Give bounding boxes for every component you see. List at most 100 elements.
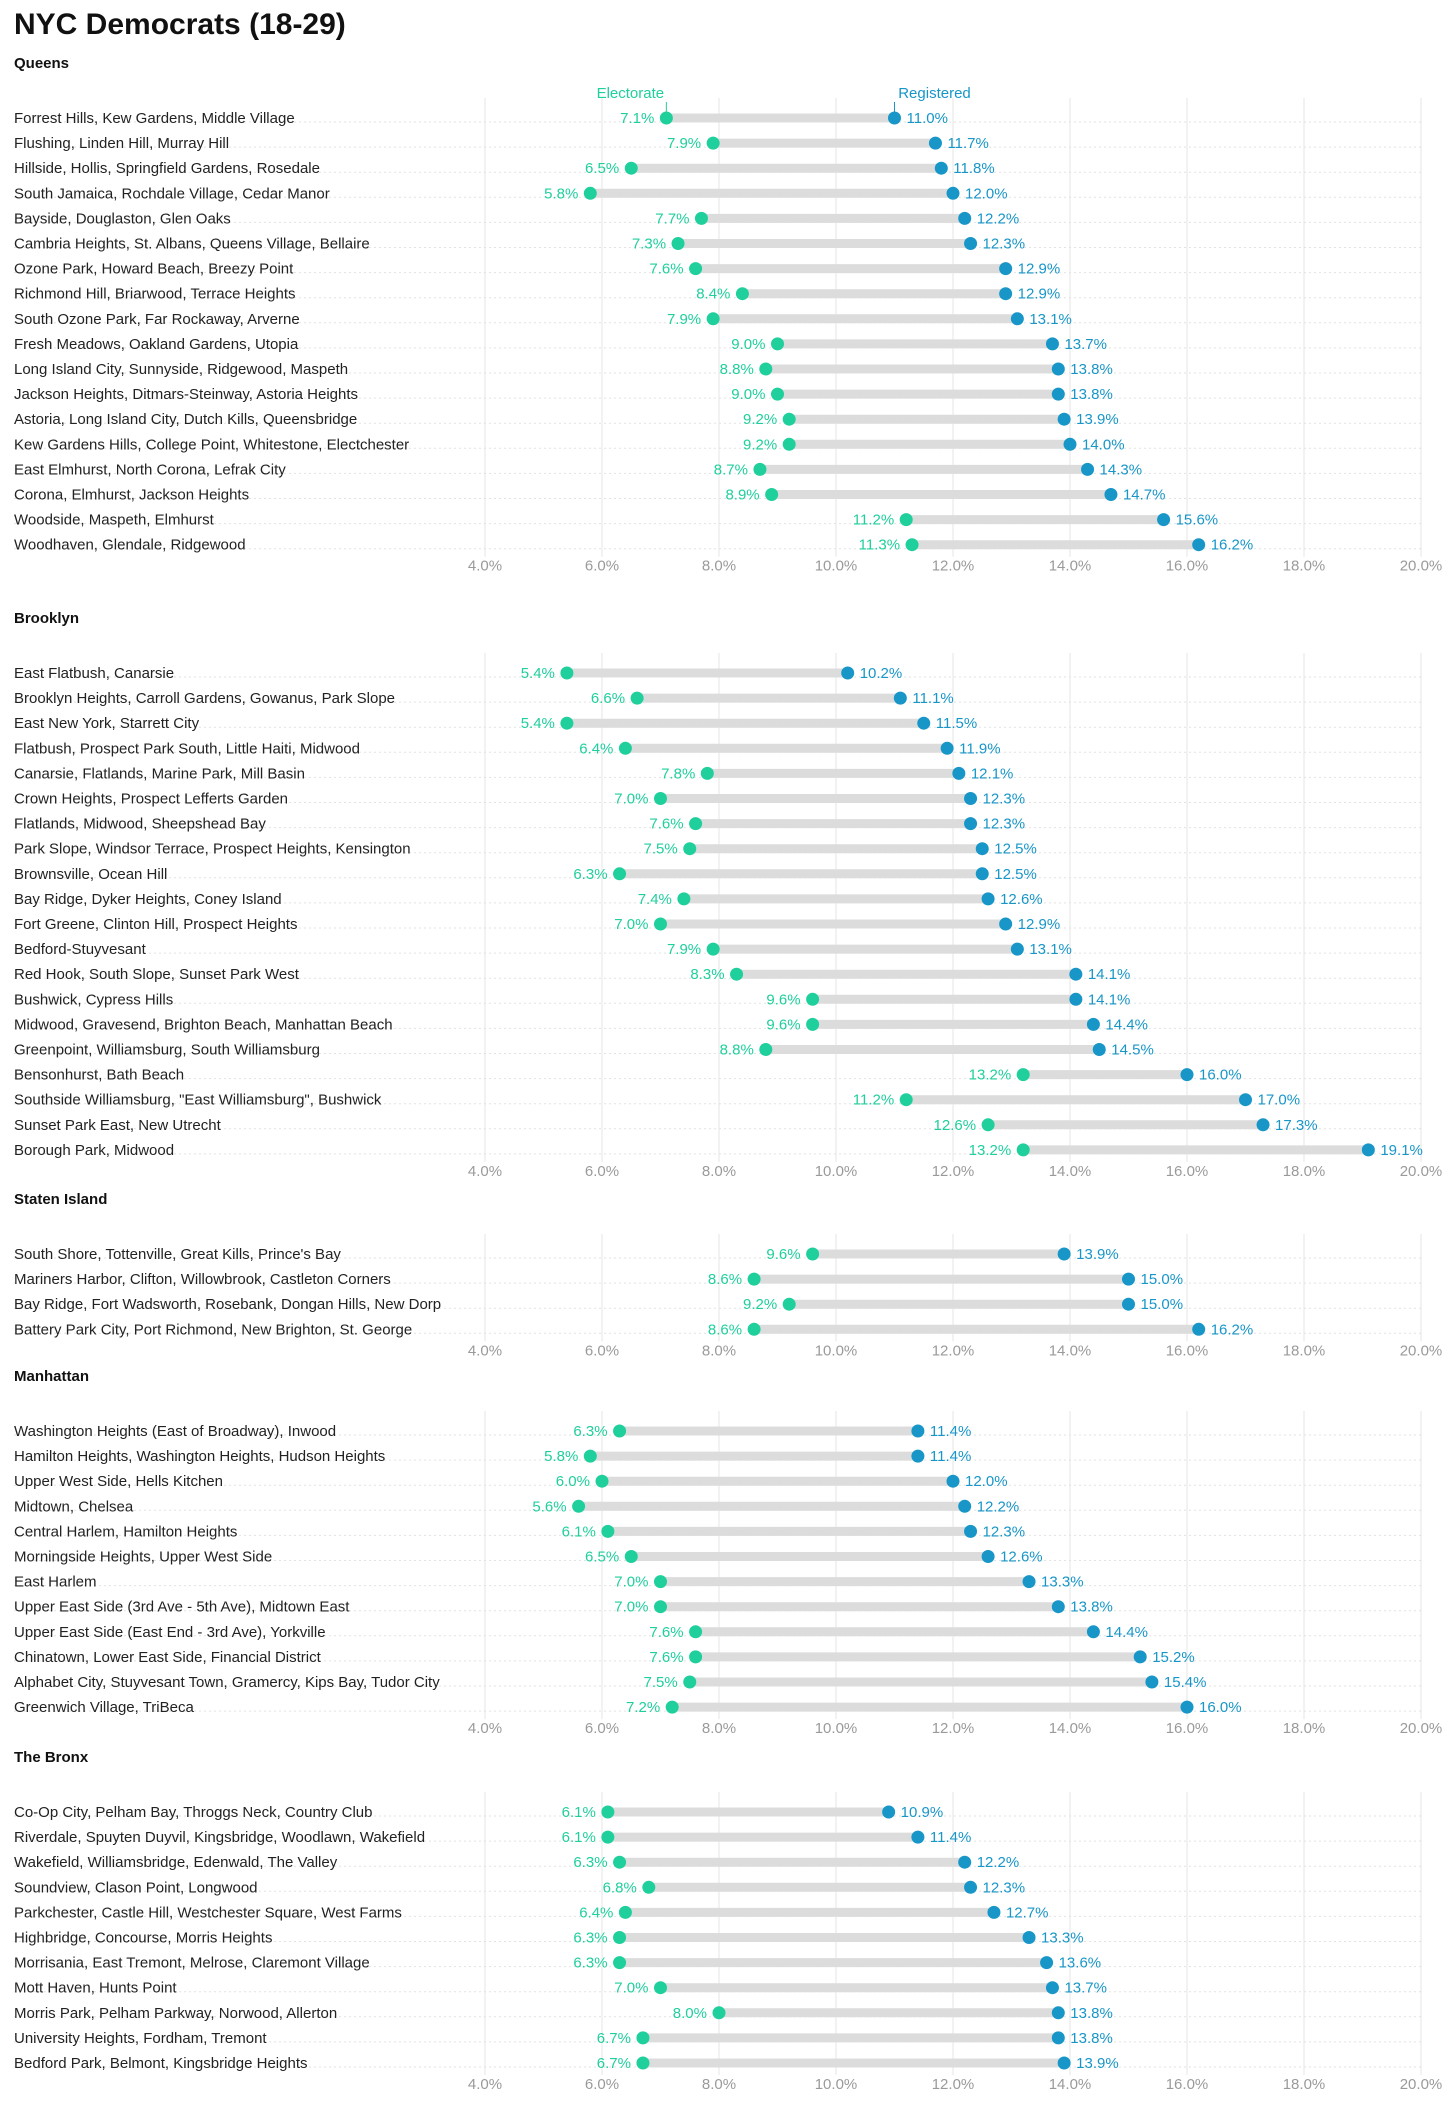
electorate-value-label: 5.8% (544, 185, 578, 202)
row-label: Wakefield, Williamsbridge, Edenwald, The… (14, 1854, 338, 1871)
electorate-value-label: 7.9% (667, 311, 701, 328)
row-label: Red Hook, South Slope, Sunset Park West (14, 966, 300, 983)
registered-dot (946, 1474, 960, 1488)
electorate-dot (624, 161, 638, 175)
x-tick-label: 20.0% (1400, 1342, 1443, 1359)
electorate-dot (782, 1297, 796, 1311)
electorate-value-label: 12.6% (934, 1117, 977, 1134)
x-tick-label: 16.0% (1166, 1720, 1209, 1737)
row-label: Forrest Hills, Kew Gardens, Middle Villa… (14, 110, 295, 127)
electorate-value-label: 9.6% (766, 1246, 800, 1263)
x-tick-label: 16.0% (1166, 558, 1209, 575)
registered-value-label: 12.9% (1018, 916, 1061, 933)
registered-dot (1361, 1143, 1375, 1157)
electorate-value-label: 7.0% (614, 1599, 648, 1616)
registered-value-label: 13.8% (1070, 1599, 1113, 1616)
registered-value-label: 11.9% (959, 740, 1000, 757)
electorate-value-label: 6.4% (579, 1904, 613, 1921)
registered-value-label: 11.5% (936, 715, 977, 732)
registered-value-label: 16.0% (1199, 1699, 1242, 1716)
registered-dot (1051, 1600, 1065, 1614)
x-tick-label: 18.0% (1283, 1720, 1326, 1737)
registered-dot (934, 161, 948, 175)
x-tick-label: 8.0% (702, 1342, 736, 1359)
row-label: Bensonhurst, Bath Beach (14, 1067, 184, 1084)
electorate-value-label: 8.0% (673, 2005, 707, 2022)
registered-dot (1086, 1625, 1100, 1639)
x-tick-label: 4.0% (468, 1163, 502, 1180)
registered-dot (1239, 1093, 1252, 1107)
x-tick-label: 18.0% (1283, 558, 1326, 575)
registered-value-label: 11.4% (930, 1448, 971, 1465)
electorate-value-label: 11.2% (853, 512, 894, 529)
electorate-dot (706, 942, 720, 956)
x-tick-label: 12.0% (932, 1342, 975, 1359)
registered-dot (999, 262, 1013, 276)
row-label: Fort Greene, Clinton Hill, Prospect Heig… (14, 916, 297, 933)
page-title: NYC Democrats (18-29) (14, 8, 346, 41)
row-label: Ozone Park, Howard Beach, Breezy Point (14, 261, 294, 278)
x-tick-label: 4.0% (468, 1720, 502, 1737)
row-label: Alphabet City, Stuyvesant Town, Gramercy… (14, 1674, 440, 1691)
electorate-value-label: 7.6% (649, 1624, 683, 1641)
registered-dot (1192, 1322, 1206, 1336)
electorate-dot (700, 766, 714, 780)
electorate-dot (759, 362, 773, 376)
registered-value-label: 14.4% (1105, 1016, 1148, 1033)
row-label: East New York, Starrett City (14, 715, 200, 732)
row-label: Flatbush, Prospect Park South, Little Ha… (14, 740, 360, 757)
electorate-value-label: 7.6% (649, 1649, 683, 1666)
x-tick-label: 20.0% (1400, 1720, 1443, 1737)
electorate-dot (636, 2031, 650, 2045)
x-tick-label: 12.0% (932, 2076, 975, 2093)
row-label: Bedford Park, Belmont, Kingsbridge Heigh… (14, 2055, 308, 2072)
electorate-dot (560, 666, 574, 680)
row-label: Bay Ridge, Fort Wadsworth, Rosebank, Don… (14, 1296, 441, 1313)
electorate-dot (613, 1931, 627, 1944)
registered-value-label: 12.9% (1018, 286, 1061, 303)
electorate-dot (981, 1118, 995, 1132)
electorate-dot (771, 337, 784, 351)
electorate-value-label: 7.6% (649, 261, 683, 278)
electorate-dot (689, 1650, 703, 1664)
row-label: Soundview, Clason Point, Longwood (14, 1879, 258, 1896)
registered-dot (1081, 462, 1095, 476)
x-tick-label: 6.0% (585, 558, 619, 575)
row-label: Southside Williamsburg, "East Williamsbu… (14, 1092, 382, 1109)
registered-value-label: 12.3% (983, 236, 1026, 253)
electorate-dot (630, 691, 644, 705)
x-tick-label: 18.0% (1283, 2076, 1326, 2093)
registered-dot (841, 666, 855, 680)
row-label: Cambria Heights, St. Albans, Queens Vill… (14, 236, 370, 253)
electorate-value-label: 7.1% (620, 110, 654, 127)
electorate-dot (583, 1449, 597, 1463)
electorate-dot (905, 538, 919, 552)
registered-value-label: 15.0% (1141, 1271, 1184, 1288)
registered-dot (999, 917, 1013, 931)
electorate-value-label: 7.7% (655, 210, 689, 227)
row-label: Woodhaven, Glendale, Ridgewood (14, 537, 246, 554)
registered-dot (975, 867, 989, 881)
registered-value-label: 12.6% (1000, 1549, 1043, 1566)
row-label: Brooklyn Heights, Carroll Gardens, Gowan… (14, 690, 395, 707)
registered-value-label: 15.4% (1164, 1674, 1207, 1691)
electorate-dot (560, 716, 574, 730)
x-tick-label: 12.0% (932, 1720, 975, 1737)
electorate-dot (735, 287, 749, 301)
row-label: Greenwich Village, TriBeca (14, 1699, 194, 1716)
electorate-dot (636, 2056, 650, 2070)
row-label: East Flatbush, Canarsie (14, 665, 174, 682)
registered-value-label: 15.6% (1176, 512, 1219, 529)
row-label: Crown Heights, Prospect Lefferts Garden (14, 791, 288, 808)
electorate-value-label: 9.6% (766, 1016, 800, 1033)
row-label: Sunset Park East, New Utrecht (14, 1117, 222, 1134)
registered-value-label: 13.9% (1076, 411, 1119, 428)
electorate-value-label: 6.8% (603, 1879, 637, 1896)
row-label: Kew Gardens Hills, College Point, Whites… (14, 436, 409, 453)
registered-value-label: 14.5% (1111, 1042, 1154, 1059)
registered-dot (940, 741, 954, 755)
electorate-dot (683, 1675, 697, 1689)
panel-title: The Bronx (14, 1749, 89, 1766)
registered-value-label: 13.7% (1064, 336, 1107, 353)
electorate-value-label: 8.4% (696, 286, 730, 303)
